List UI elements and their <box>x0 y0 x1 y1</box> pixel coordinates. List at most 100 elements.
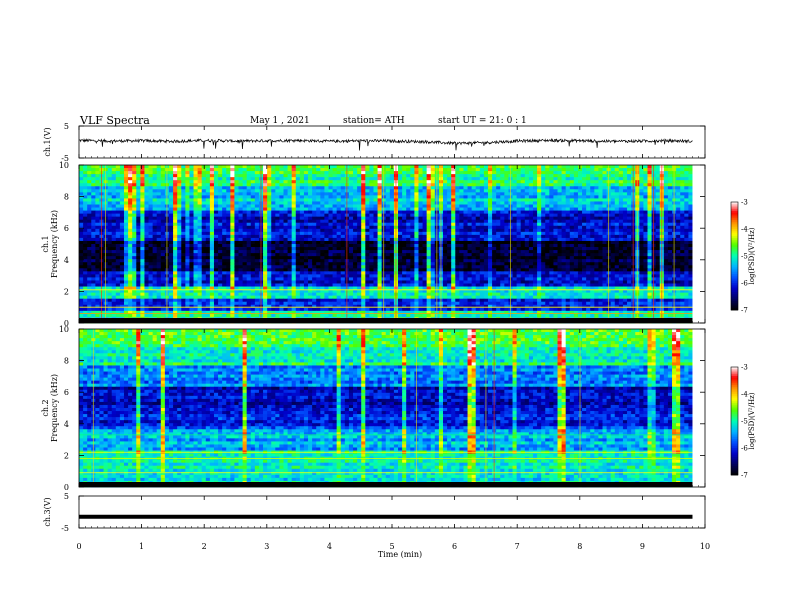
colorbar-segment <box>731 388 738 391</box>
colorbar-segment <box>731 216 738 219</box>
colorbar-segment <box>731 212 738 215</box>
colorbar-segment <box>731 293 738 296</box>
colorbar-segment <box>731 428 738 431</box>
colorbar-tick-label: -7 <box>741 472 748 480</box>
colorbar-segment <box>731 374 738 377</box>
colorbar-segment <box>731 304 738 307</box>
colorbar-segment <box>731 424 738 427</box>
colorbar-segment <box>731 383 738 386</box>
colorbar-segment <box>731 386 738 389</box>
colorbar-segment <box>731 417 738 420</box>
colorbar-segment <box>731 399 738 402</box>
colorbar-segment <box>731 275 738 278</box>
colorbar-label: log(PSD)(V²/Hz) <box>748 392 756 449</box>
colorbar-segment <box>731 377 738 380</box>
colorbar-segment <box>731 211 738 214</box>
colorbar-segment <box>731 261 738 264</box>
colorbar-segment <box>731 281 738 284</box>
colorbar-frame <box>730 366 739 476</box>
colorbar-segment <box>731 385 738 388</box>
colorbar-segment <box>731 406 738 409</box>
colorbar-segment <box>731 442 738 445</box>
colorbar-tick-label: -7 <box>741 307 748 315</box>
colorbar-segment <box>731 453 738 456</box>
y-tick-label: 6 <box>64 388 69 397</box>
colorbar-segment <box>731 232 738 235</box>
colorbar-segment <box>731 422 738 425</box>
x-axis-ticks: 0 1 2 3 4 5 6 7 8 9 10 <box>76 126 710 551</box>
y-tick-label: 8 <box>64 357 69 366</box>
y-tick-label: 8 <box>64 193 69 202</box>
colorbars: -3 -4 -5 -6 -7 log(PSD)(V²/Hz) -3 -4 -5 -6 -7 log(P… <box>730 199 756 480</box>
colorbar-frame <box>730 201 739 311</box>
colorbar-segment <box>731 239 738 242</box>
colorbar-segment <box>731 403 738 406</box>
figure-title: VLF Spectra <box>79 114 150 127</box>
colorbar-segment <box>731 302 738 305</box>
colorbar-segment <box>731 444 738 447</box>
y-tick-label: 4 <box>64 420 69 429</box>
colorbar-segment <box>731 229 738 232</box>
colorbar-segment <box>731 435 738 438</box>
colorbar-label: log(PSD)(V²/Hz) <box>748 227 756 284</box>
x-tick-label: 9 <box>640 542 645 551</box>
colorbar-segment <box>731 245 738 248</box>
x-tick-label: 2 <box>202 542 207 551</box>
ch1-waveform-ylabel: ch.1(V) <box>43 127 52 156</box>
ch1-frequency-ylabel: Frequency (kHz) <box>50 210 59 278</box>
colorbar-segment <box>731 397 738 400</box>
colorbar-tick-label: -6 <box>741 445 748 453</box>
colorbar-segment <box>731 274 738 277</box>
colorbar-segment <box>731 439 738 442</box>
x-tick-label: 6 <box>452 542 457 551</box>
colorbar-segment <box>731 272 738 275</box>
colorbar-segment <box>731 431 738 434</box>
colorbar-tick-label: -4 <box>741 226 748 234</box>
colorbar-segment <box>731 238 738 241</box>
colorbar-segment <box>731 466 738 469</box>
colorbar-segment <box>731 225 738 228</box>
colorbar-segment <box>731 297 738 300</box>
colorbar-segment <box>731 277 738 280</box>
x-tick-label: 8 <box>577 542 582 551</box>
colorbar-segment <box>731 301 738 304</box>
colorbar-tick-label: -5 <box>741 253 748 261</box>
station-label: station= ATH <box>343 116 405 126</box>
y-tick-label: 5 <box>64 122 69 131</box>
colorbar-segment <box>731 379 738 382</box>
colorbar-segment <box>731 408 738 411</box>
colorbar-segment <box>731 250 738 253</box>
y-tick-label: 10 <box>59 325 69 334</box>
colorbar-segment <box>731 306 738 309</box>
colorbar-segment <box>731 368 738 371</box>
colorbar-segment <box>731 367 738 370</box>
colorbar-segment <box>731 227 738 230</box>
colorbar-segment <box>731 248 738 251</box>
colorbar-segment <box>731 451 738 454</box>
colorbar-segment <box>731 372 738 375</box>
colorbar-tick-label: -6 <box>741 280 748 288</box>
colorbar-segment <box>731 259 738 262</box>
colorbar-segment <box>731 395 738 398</box>
colorbar-segment <box>731 446 738 449</box>
colorbar-segment <box>731 299 738 302</box>
colorbar-segment <box>731 449 738 452</box>
colorbar-segment <box>731 473 738 476</box>
colorbar-segment <box>731 290 738 293</box>
colorbar-segment <box>731 471 738 474</box>
y-tick-label: 0 <box>64 483 69 492</box>
colorbar-segment <box>731 401 738 404</box>
colorbar-segment <box>731 421 738 424</box>
colorbar-segment <box>731 207 738 210</box>
y-tick-label: 4 <box>64 256 69 265</box>
colorbar-segment <box>731 440 738 443</box>
colorbar-segment <box>731 265 738 268</box>
colorbar-segment <box>731 205 738 208</box>
colorbar-segment <box>731 308 738 311</box>
y-tick-label: -5 <box>61 524 69 533</box>
colorbar-segment <box>731 415 738 418</box>
colorbar-segment <box>731 458 738 461</box>
x-tick-label: 3 <box>264 542 269 551</box>
